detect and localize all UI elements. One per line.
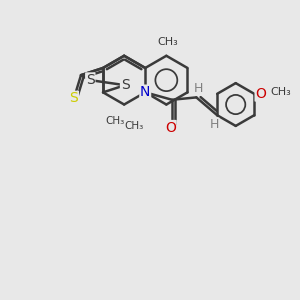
Text: O: O <box>165 121 176 135</box>
Text: S: S <box>70 92 78 105</box>
Text: H: H <box>194 82 203 95</box>
Text: S: S <box>121 78 129 92</box>
Text: S: S <box>86 73 95 87</box>
Text: H: H <box>209 118 219 131</box>
Text: CH₃: CH₃ <box>271 87 291 97</box>
Text: CH₃: CH₃ <box>158 38 178 47</box>
Text: CH₃: CH₃ <box>105 116 124 126</box>
Text: CH₃: CH₃ <box>124 121 143 131</box>
Text: N: N <box>140 85 150 99</box>
Text: O: O <box>255 87 266 101</box>
